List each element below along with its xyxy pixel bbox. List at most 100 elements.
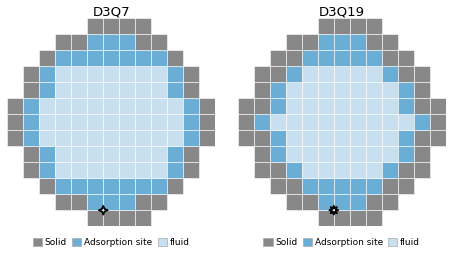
Bar <box>183 146 199 162</box>
Bar <box>103 146 119 162</box>
Bar <box>87 18 103 34</box>
Bar <box>183 66 199 82</box>
Bar <box>87 98 103 114</box>
Bar <box>87 114 103 130</box>
Bar <box>382 162 398 178</box>
Bar <box>334 210 350 226</box>
Bar <box>382 34 398 50</box>
Bar <box>71 146 87 162</box>
Bar <box>302 34 318 50</box>
Bar <box>382 146 398 162</box>
Bar <box>167 66 183 82</box>
Bar <box>366 146 382 162</box>
Bar <box>366 98 382 114</box>
Bar <box>350 66 366 82</box>
Bar <box>183 130 199 146</box>
Bar <box>238 98 254 114</box>
Bar <box>103 98 119 114</box>
Bar <box>87 210 103 226</box>
Bar <box>334 114 350 130</box>
Bar <box>270 50 286 66</box>
Bar <box>183 82 199 98</box>
Bar <box>39 146 55 162</box>
Bar <box>398 114 414 130</box>
Bar <box>270 114 286 130</box>
Bar <box>318 34 334 50</box>
Bar <box>135 194 151 210</box>
Bar <box>23 82 39 98</box>
Bar <box>71 130 87 146</box>
Bar <box>382 130 398 146</box>
Bar <box>270 162 286 178</box>
Bar <box>55 146 71 162</box>
Bar <box>55 194 71 210</box>
Bar <box>103 34 119 50</box>
Legend: Solid, Adsorption site, fluid: Solid, Adsorption site, fluid <box>260 235 424 251</box>
Bar <box>254 130 270 146</box>
Bar <box>55 82 71 98</box>
Bar <box>286 194 302 210</box>
Bar <box>103 18 119 34</box>
Bar <box>71 50 87 66</box>
Bar <box>318 194 334 210</box>
Bar <box>87 34 103 50</box>
Bar <box>286 114 302 130</box>
Bar <box>334 66 350 82</box>
Bar <box>167 82 183 98</box>
Bar <box>318 50 334 66</box>
Bar <box>103 194 119 210</box>
Bar <box>103 178 119 194</box>
Bar <box>135 18 151 34</box>
Bar <box>414 98 430 114</box>
Bar <box>135 50 151 66</box>
Bar <box>318 82 334 98</box>
Bar <box>119 50 135 66</box>
Bar <box>366 18 382 34</box>
Bar <box>366 114 382 130</box>
Bar <box>71 114 87 130</box>
Bar <box>334 130 350 146</box>
Bar <box>135 114 151 130</box>
Bar <box>119 66 135 82</box>
Bar <box>55 98 71 114</box>
Bar <box>318 114 334 130</box>
Bar <box>151 178 167 194</box>
Bar <box>71 82 87 98</box>
Bar <box>366 210 382 226</box>
Bar <box>366 34 382 50</box>
Bar <box>151 162 167 178</box>
Bar <box>318 146 334 162</box>
Bar <box>151 50 167 66</box>
Bar <box>103 114 119 130</box>
Bar <box>119 18 135 34</box>
Bar <box>382 98 398 114</box>
Bar <box>302 194 318 210</box>
Bar <box>23 66 39 82</box>
Bar <box>151 146 167 162</box>
Bar <box>366 50 382 66</box>
Bar <box>398 162 414 178</box>
Bar <box>430 98 446 114</box>
Bar <box>151 34 167 50</box>
Bar <box>286 66 302 82</box>
Bar <box>302 178 318 194</box>
Bar <box>286 50 302 66</box>
Bar <box>167 130 183 146</box>
Bar <box>39 130 55 146</box>
Bar <box>87 146 103 162</box>
Bar <box>302 98 318 114</box>
Bar <box>318 210 334 226</box>
Bar <box>119 162 135 178</box>
Bar <box>183 98 199 114</box>
Bar <box>382 66 398 82</box>
Bar <box>334 18 350 34</box>
Bar <box>366 178 382 194</box>
Bar <box>23 98 39 114</box>
Bar <box>135 178 151 194</box>
Bar <box>302 82 318 98</box>
Bar <box>135 210 151 226</box>
Bar <box>55 34 71 50</box>
Bar <box>23 162 39 178</box>
Bar <box>414 66 430 82</box>
Bar <box>270 66 286 82</box>
